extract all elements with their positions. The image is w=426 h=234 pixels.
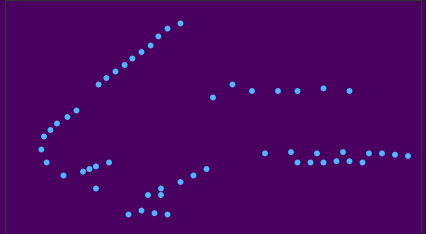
Point xyxy=(294,161,301,164)
Point xyxy=(144,193,151,197)
Point xyxy=(346,89,353,93)
Point xyxy=(359,161,366,164)
Point xyxy=(320,161,327,164)
Point xyxy=(125,213,132,216)
Point xyxy=(320,87,327,90)
Point xyxy=(147,44,154,47)
Point xyxy=(92,165,99,168)
Point xyxy=(314,152,320,155)
Point xyxy=(346,159,353,163)
Point xyxy=(129,57,136,60)
Point xyxy=(106,161,112,164)
Point xyxy=(164,213,171,216)
Point xyxy=(54,122,60,125)
Point xyxy=(138,50,145,54)
Point xyxy=(391,153,398,157)
Point xyxy=(112,70,119,73)
Point xyxy=(86,167,93,171)
Point xyxy=(249,89,256,93)
Point xyxy=(405,154,412,158)
Point xyxy=(262,152,268,155)
Point xyxy=(95,83,102,86)
Point xyxy=(138,209,145,212)
Point xyxy=(294,89,301,93)
Point xyxy=(333,159,340,163)
Point xyxy=(340,150,346,154)
Point xyxy=(43,161,50,164)
Point xyxy=(190,174,197,177)
Point xyxy=(177,22,184,25)
Point xyxy=(103,76,110,80)
Point xyxy=(275,89,282,93)
Point xyxy=(379,152,386,155)
Point xyxy=(288,150,294,154)
Point xyxy=(366,152,372,155)
Point xyxy=(92,187,99,190)
Point xyxy=(164,27,171,30)
Point xyxy=(60,174,67,177)
Point xyxy=(307,161,314,164)
Point xyxy=(229,83,236,86)
Point xyxy=(73,109,80,112)
Point xyxy=(203,167,210,171)
Point xyxy=(177,180,184,184)
Point xyxy=(155,35,162,38)
Point xyxy=(40,135,47,138)
Point xyxy=(158,187,164,190)
Point xyxy=(158,193,164,197)
Point xyxy=(151,211,158,215)
Point xyxy=(121,63,128,67)
Point xyxy=(80,170,86,173)
Point xyxy=(64,115,71,119)
Point xyxy=(210,96,216,99)
Point xyxy=(38,148,45,151)
Point xyxy=(47,128,54,132)
